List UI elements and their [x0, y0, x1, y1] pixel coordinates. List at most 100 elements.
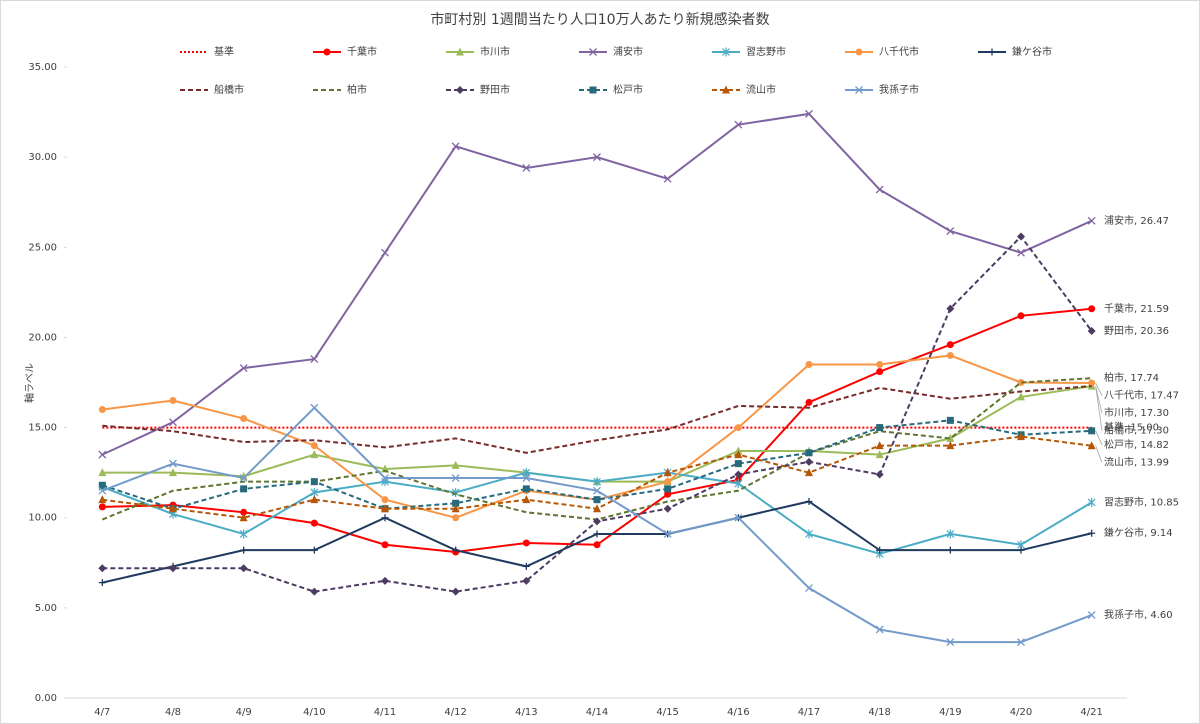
marker: [310, 587, 319, 596]
marker: [381, 514, 389, 522]
marker: [169, 418, 177, 427]
marker: [310, 546, 318, 554]
marker: [876, 368, 884, 376]
marker: [946, 351, 954, 359]
y-tick-label: 10.00: [28, 513, 57, 524]
marker: [946, 304, 955, 313]
end-label: 市川市, 17.30: [1104, 406, 1169, 419]
marker: [946, 433, 955, 442]
end-label: 柏市, 17.74: [1104, 371, 1159, 384]
marker: [593, 477, 601, 487]
marker: [1088, 427, 1096, 435]
legend-label: 鎌ケ谷市: [1012, 45, 1052, 58]
marker: [452, 499, 460, 507]
marker: [381, 248, 389, 257]
marker: [240, 485, 248, 493]
x-tick-label: 4/15: [656, 707, 678, 718]
x-tick-label: 4/21: [1080, 707, 1102, 718]
marker: [1017, 546, 1025, 554]
marker: [593, 153, 601, 162]
marker: [323, 48, 331, 56]
marker: [169, 504, 177, 513]
marker: [805, 360, 813, 368]
series: [102, 385, 1092, 454]
marker: [1088, 379, 1096, 387]
marker: [98, 503, 106, 511]
marker: [239, 564, 248, 573]
x-tick-label: 4/20: [1010, 707, 1032, 718]
marker: [946, 638, 955, 647]
marker: [451, 142, 460, 151]
marker: [310, 519, 318, 527]
marker: [169, 564, 177, 573]
marker: [1017, 638, 1025, 647]
marker: [451, 474, 460, 483]
marker: [593, 486, 601, 495]
end-label: 野田市, 20.36: [1104, 324, 1169, 337]
marker: [239, 474, 248, 483]
marker: [593, 496, 601, 504]
marker: [589, 48, 597, 56]
marker: [805, 449, 813, 457]
marker: [240, 508, 248, 516]
marker: [855, 48, 863, 56]
marker: [875, 470, 884, 479]
marker: [734, 478, 743, 488]
legend-label: 基準: [214, 45, 234, 58]
y-axis-title: 軸ラベル: [23, 363, 36, 403]
marker: [946, 341, 954, 349]
marker: [805, 497, 813, 505]
series: [98, 403, 1096, 647]
marker: [169, 468, 177, 477]
legend-label: 習志野市: [746, 45, 786, 58]
end-label: 八千代市, 17.47: [1104, 389, 1179, 402]
marker: [805, 109, 813, 118]
marker: [381, 496, 389, 504]
x-tick-label: 4/11: [374, 707, 396, 718]
x-tick-label: 4/18: [868, 707, 890, 718]
marker: [664, 478, 672, 486]
end-label: 鎌ケ谷市, 9.14: [1104, 526, 1173, 539]
marker: [946, 546, 954, 554]
marker: [734, 460, 742, 468]
end-label: 浦安市, 26.47: [1104, 214, 1169, 227]
series: [98, 432, 1096, 522]
end-label: 船橋市, 17.30: [1104, 424, 1169, 437]
marker: [663, 468, 672, 477]
marker: [98, 468, 107, 477]
marker: [1017, 432, 1025, 441]
legend-label: 浦安市: [613, 45, 643, 58]
marker: [875, 185, 884, 194]
marker: [451, 587, 460, 596]
marker: [805, 457, 813, 466]
marker: [240, 546, 248, 554]
marker: [876, 546, 884, 554]
marker: [1087, 497, 1096, 507]
x-tick-label: 4/12: [444, 707, 466, 718]
marker: [522, 576, 531, 585]
marker: [98, 450, 107, 459]
marker: [663, 174, 672, 183]
series-line: [102, 419, 1092, 510]
legend-label: 柏市: [347, 83, 367, 96]
end-label: 松戸市, 14.82: [1104, 438, 1169, 451]
marker: [310, 403, 319, 412]
marker: [855, 86, 863, 94]
marker: [98, 564, 107, 573]
chart-title: 市町村別 1週間当たり人口10万人あたり新規感染者数: [430, 11, 769, 28]
legend-label: 流山市: [746, 83, 776, 96]
x-tick-label: 4/9: [236, 707, 252, 718]
marker: [876, 360, 884, 368]
marker: [381, 474, 389, 483]
marker: [381, 541, 389, 549]
marker: [169, 397, 177, 405]
marker: [310, 478, 318, 486]
legend-label: 千葉市: [347, 45, 377, 58]
legend-label: 八千代市: [879, 45, 919, 58]
marker: [522, 474, 531, 483]
marker: [805, 398, 813, 406]
y-tick-label: 15.00: [28, 423, 57, 434]
marker: [1088, 529, 1096, 537]
marker: [734, 424, 742, 432]
